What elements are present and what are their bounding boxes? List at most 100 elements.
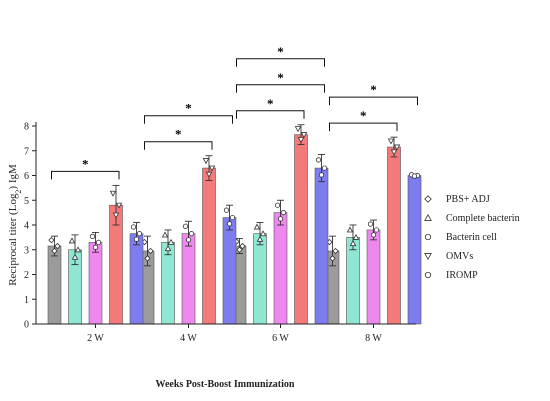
triangle-down-marker [393, 144, 401, 151]
bar [294, 134, 308, 325]
significance-bracket: * [144, 101, 233, 124]
triangle-down-marker [300, 132, 308, 139]
triangle-up-marker [74, 246, 82, 253]
triangle-up-marker [71, 253, 79, 260]
y-axis-label: Reciprocal titer (Log2) IgM [7, 164, 23, 286]
triangle-up-marker [164, 245, 172, 251]
significance-bracket: * [236, 70, 325, 93]
triangle-down-marker [205, 171, 213, 178]
legend-item: IROMP [424, 270, 478, 281]
x-tick-label: 6 W [272, 333, 289, 344]
significance-bracket: * [236, 44, 325, 67]
triangle-down-marker [112, 212, 120, 219]
diamond-marker [48, 236, 55, 244]
triangle-down-marker [297, 137, 305, 144]
significance-bracket: * [236, 96, 305, 119]
triangle-up-marker [346, 226, 354, 233]
triangle-up-marker [167, 238, 175, 245]
circle-marker [424, 271, 432, 279]
x-tick-label: 8 W [365, 333, 382, 344]
circle-marker [92, 244, 99, 250]
legend-item: Complete bacterin [424, 213, 520, 224]
bar [273, 212, 288, 325]
triangle-down-marker [387, 138, 395, 145]
significance-annotations: *** ***** [51, 44, 418, 180]
x-tick-label: 2 W [87, 333, 104, 344]
significance-star: * [277, 44, 284, 59]
diamond-marker [236, 246, 243, 253]
legend-label: Complete bacterin [446, 213, 520, 224]
legend-label: Bacterin cell [446, 232, 497, 243]
circle-marker [424, 233, 432, 241]
significance-star: * [175, 127, 182, 142]
legend-item: PBS+ ADJ [424, 194, 490, 205]
circle-marker [223, 207, 230, 213]
circle-marker [182, 223, 189, 229]
bar [88, 242, 103, 325]
triangle-up-marker [352, 233, 360, 240]
triangle-up-marker [68, 237, 76, 244]
y-tick-label: 2 [24, 270, 29, 281]
circle-marker [226, 221, 233, 227]
circle-marker [277, 216, 284, 222]
y-tick-label: 4 [24, 221, 29, 232]
circle-marker [367, 221, 374, 227]
triangle-up-marker [161, 231, 169, 238]
significance-star: * [277, 70, 284, 85]
triangle-up-marker [349, 240, 357, 247]
bar [47, 245, 62, 325]
legend-label: IROMP [446, 270, 478, 281]
circle-marker [89, 233, 96, 239]
circle-marker [373, 227, 380, 233]
circle-marker [133, 236, 140, 242]
diamond-marker [239, 242, 246, 250]
triangle-down-marker [294, 126, 302, 133]
legend-label: OMVs [446, 251, 473, 262]
triangle-down-marker [202, 158, 210, 165]
significance-star: * [185, 101, 192, 116]
bar [366, 229, 381, 325]
circle-marker [136, 231, 143, 237]
circle-marker [229, 214, 236, 221]
triangle-up-marker [253, 223, 261, 230]
circle-marker [321, 165, 328, 171]
bar [314, 167, 329, 325]
significance-star: * [82, 156, 89, 171]
bar [202, 167, 216, 325]
triangle-down-marker [390, 149, 398, 156]
circle-marker [370, 232, 377, 238]
circle-marker [130, 224, 137, 230]
diamond-marker [147, 247, 154, 255]
bar [346, 237, 360, 325]
y-tick-label: 8 [24, 122, 29, 133]
significance-star: * [267, 96, 274, 111]
circle-marker [318, 172, 325, 178]
significance-bracket: * [329, 108, 398, 132]
circle-marker [315, 157, 322, 163]
significance-bracket: * [51, 156, 120, 180]
triangle-down-marker [115, 202, 123, 209]
significance-star: * [360, 108, 367, 123]
y-tick-label: 5 [24, 196, 29, 207]
axes: 0 1 2 3 4 5 6 7 8 2 W 4 W 6 W 8 W [24, 122, 416, 344]
bar [253, 233, 267, 325]
triangle-down-marker [208, 165, 216, 172]
circle-marker [185, 237, 192, 243]
bar [129, 233, 144, 325]
y-tick-label: 3 [24, 245, 29, 256]
diamond-marker [54, 242, 61, 250]
diamond-marker [329, 255, 336, 262]
y-tick-label: 0 [24, 320, 29, 331]
diamond-marker [144, 255, 151, 262]
diamond-marker [51, 247, 58, 255]
bars [47, 124, 422, 325]
x-tick-label: 4 W [180, 333, 197, 344]
diamond-marker [332, 247, 339, 255]
bar [181, 233, 196, 325]
circle-marker [95, 239, 102, 245]
circle-marker [188, 231, 195, 237]
x-axis-label: Weeks Post-Boost Immunization [156, 379, 295, 390]
legend-item: Bacterin cell [424, 232, 497, 243]
y-tick-label: 6 [24, 171, 29, 182]
